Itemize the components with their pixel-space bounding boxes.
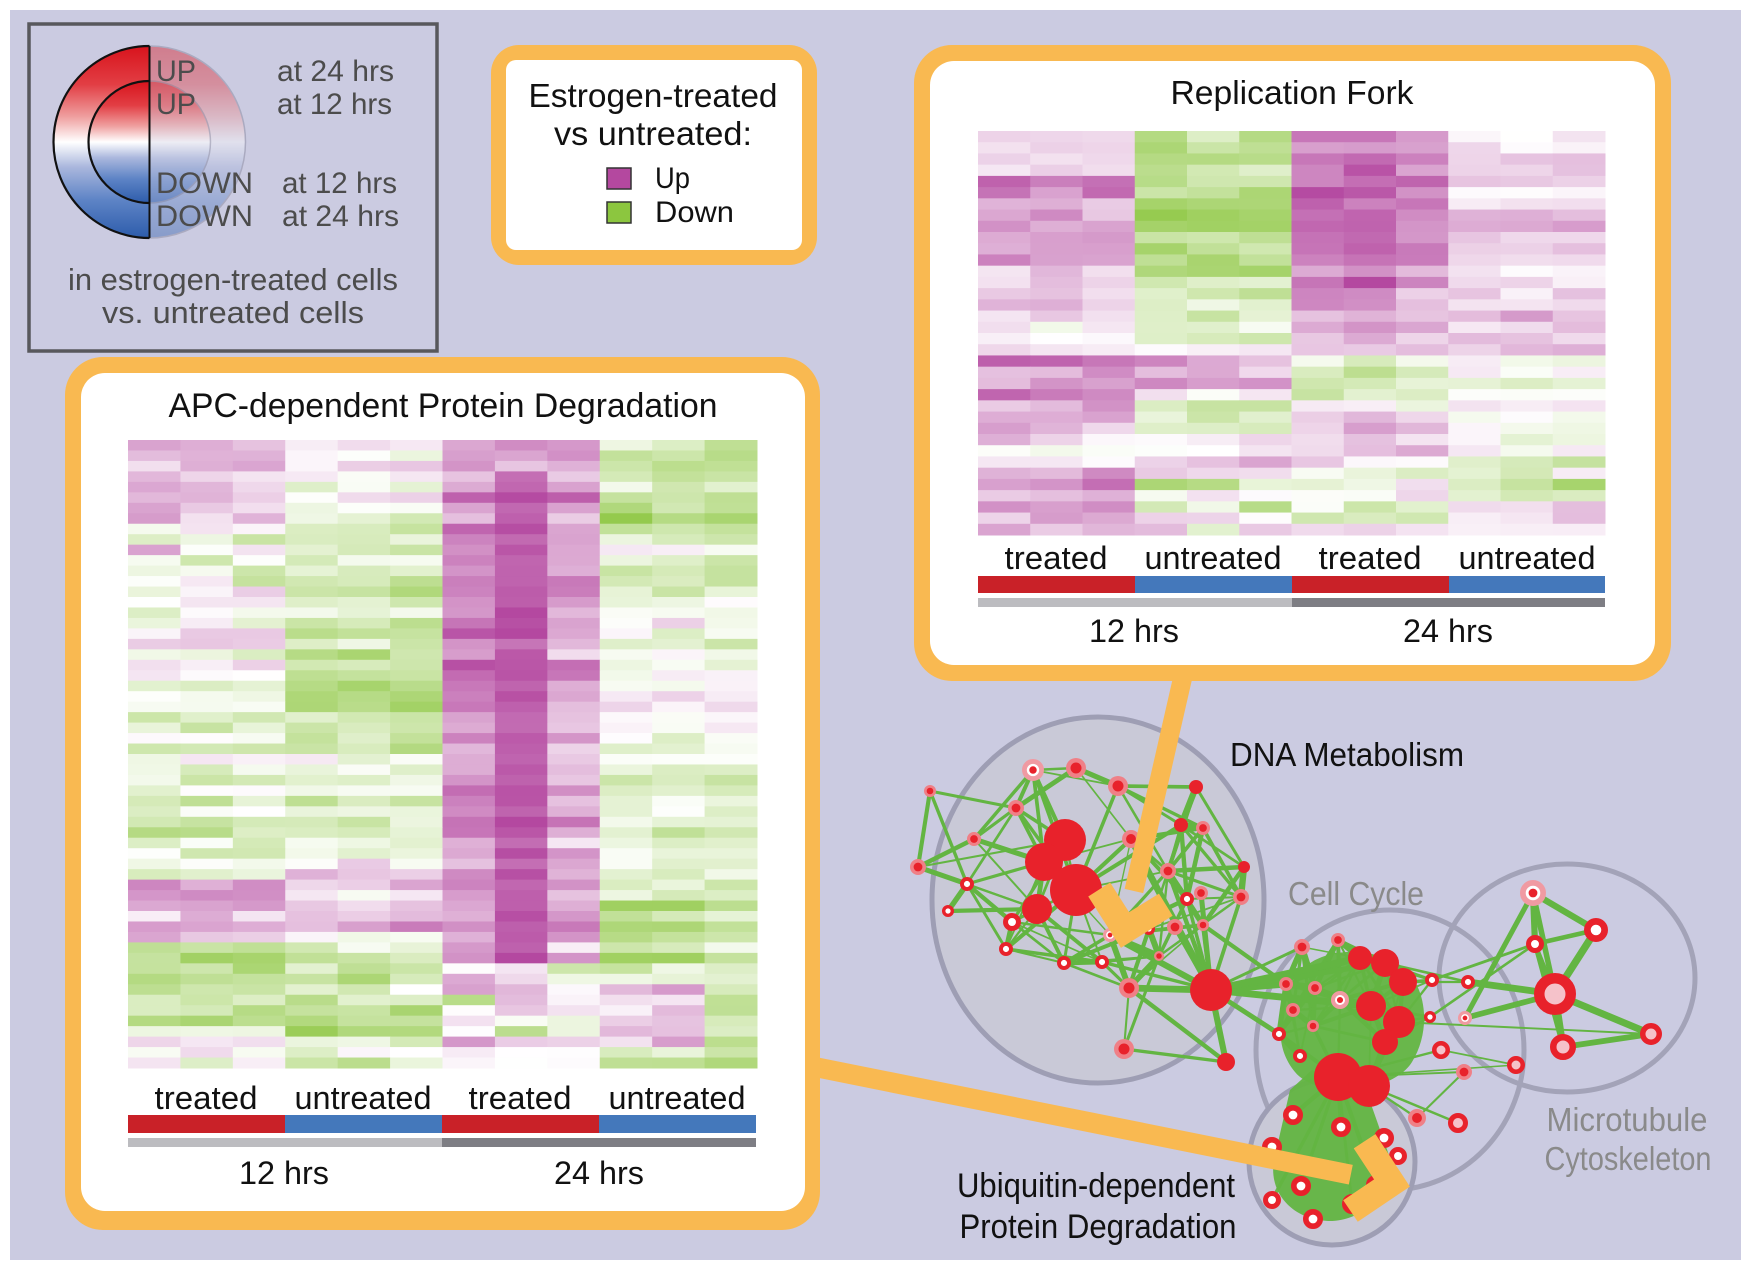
svg-text:Cell Cycle: Cell Cycle: [1288, 875, 1424, 912]
svg-text:treated: treated: [469, 1080, 572, 1116]
svg-text:in estrogen-treated cells: in estrogen-treated cells: [68, 262, 398, 297]
svg-text:treated: treated: [155, 1080, 258, 1116]
svg-text:APC-dependent Protein Degradat: APC-dependent Protein Degradation: [169, 387, 718, 425]
svg-text:Microtubule: Microtubule: [1547, 1101, 1708, 1138]
svg-text:vs. untreated cells: vs. untreated cells: [102, 295, 364, 330]
svg-text:Cytoskeleton: Cytoskeleton: [1545, 1140, 1712, 1177]
svg-text:DOWN: DOWN: [156, 200, 253, 233]
svg-text:untreated: untreated: [295, 1080, 432, 1116]
svg-text:vs untreated:: vs untreated:: [554, 115, 752, 152]
svg-text:at 24 hrs: at 24 hrs: [282, 200, 399, 233]
svg-text:Ubiquitin-dependent: Ubiquitin-dependent: [957, 1167, 1236, 1205]
svg-text:12 hrs: 12 hrs: [239, 1155, 329, 1191]
svg-text:at 24 hrs: at 24 hrs: [277, 55, 394, 88]
svg-text:UP: UP: [156, 55, 196, 88]
svg-text:Replication Fork: Replication Fork: [1171, 74, 1415, 111]
svg-text:treated: treated: [1005, 540, 1108, 576]
svg-text:DOWN: DOWN: [156, 167, 253, 200]
svg-text:Estrogen-treated: Estrogen-treated: [529, 77, 778, 114]
svg-text:24 hrs: 24 hrs: [1403, 613, 1493, 649]
svg-text:untreated: untreated: [1145, 540, 1282, 576]
svg-text:12 hrs: 12 hrs: [1089, 613, 1179, 649]
svg-text:at 12 hrs: at 12 hrs: [277, 88, 392, 121]
svg-text:untreated: untreated: [609, 1080, 746, 1116]
svg-text:untreated: untreated: [1459, 540, 1596, 576]
svg-text:Down: Down: [655, 196, 734, 229]
svg-text:at 12 hrs: at 12 hrs: [282, 167, 397, 200]
svg-text:UP: UP: [156, 88, 196, 121]
svg-text:DNA Metabolism: DNA Metabolism: [1230, 736, 1464, 773]
svg-text:Protein Degradation: Protein Degradation: [960, 1208, 1237, 1246]
svg-text:24 hrs: 24 hrs: [554, 1155, 644, 1191]
svg-text:Up: Up: [655, 162, 690, 195]
svg-text:treated: treated: [1319, 540, 1422, 576]
